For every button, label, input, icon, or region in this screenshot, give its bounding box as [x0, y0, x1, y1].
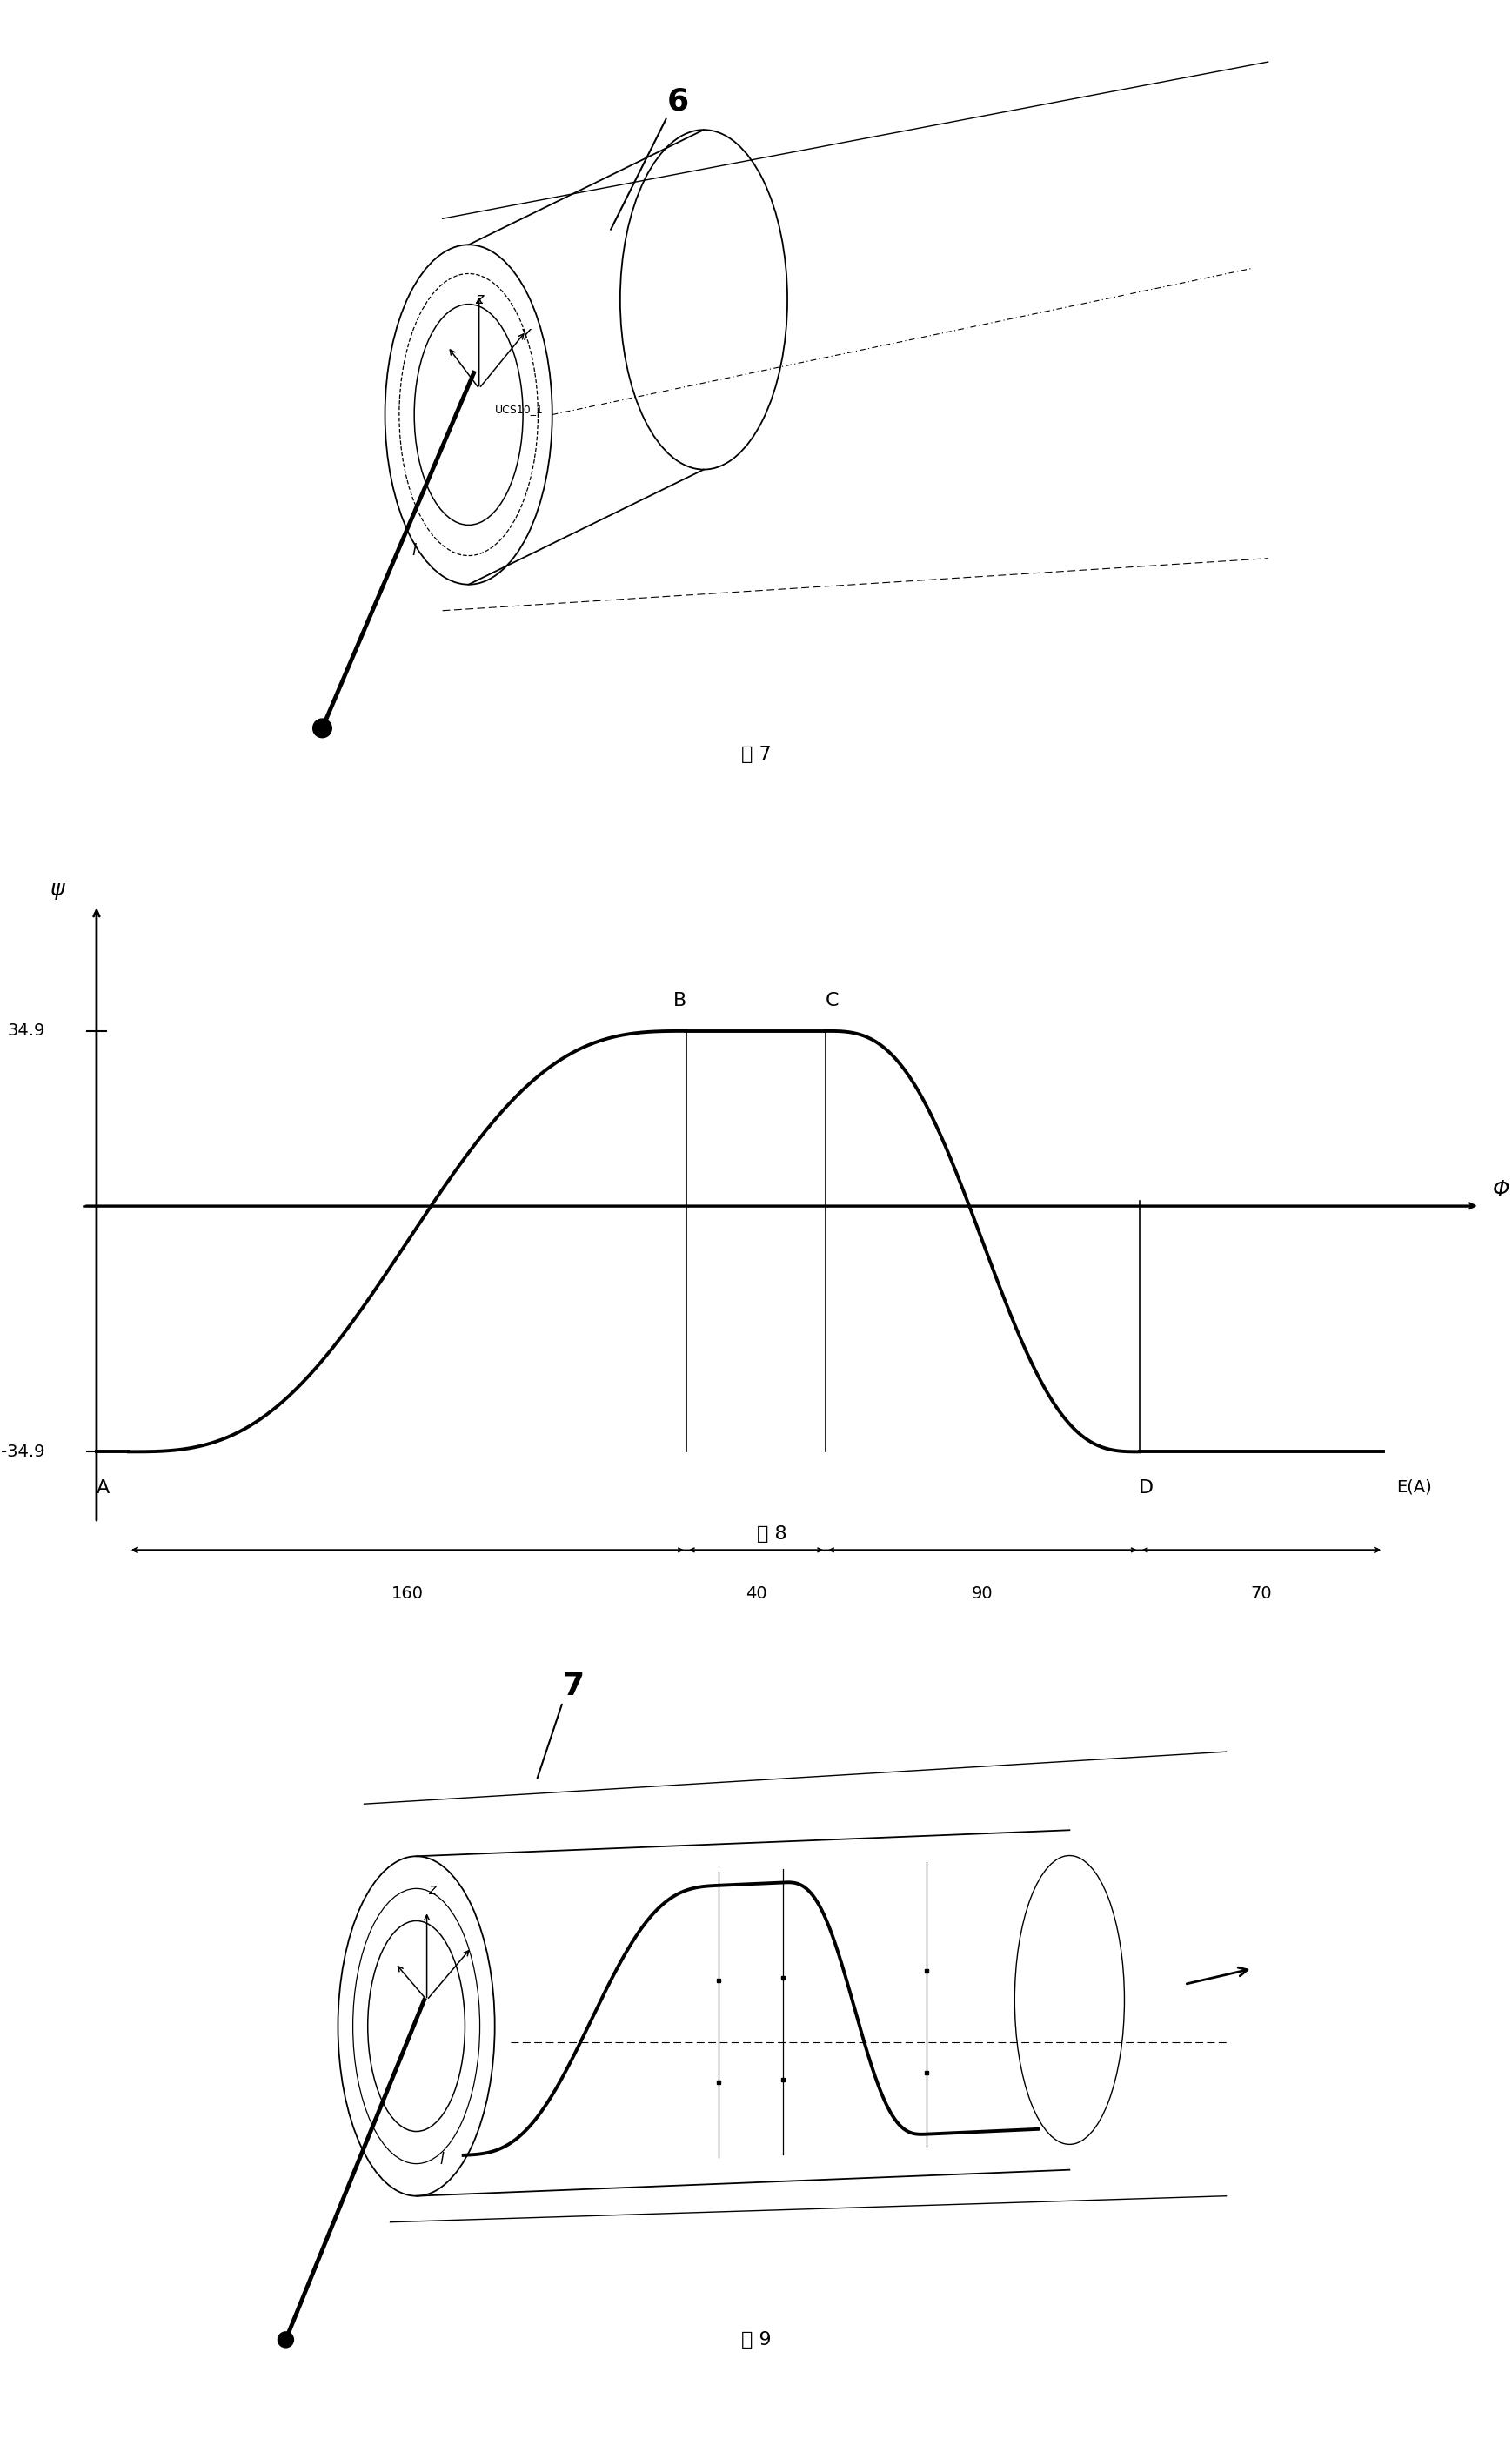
Text: 34.9: 34.9	[8, 1022, 45, 1039]
Text: 160: 160	[392, 1585, 423, 1602]
Text: 70: 70	[1250, 1585, 1272, 1602]
Text: 90: 90	[972, 1585, 993, 1602]
Text: 6: 6	[667, 85, 688, 115]
Text: Y: Y	[522, 329, 531, 344]
Text: ψ: ψ	[51, 878, 65, 900]
Text: E(A): E(A)	[1396, 1478, 1432, 1495]
Text: z: z	[428, 1883, 435, 1898]
Text: l: l	[411, 544, 416, 559]
Circle shape	[313, 720, 331, 737]
Text: D: D	[1139, 1478, 1154, 1498]
Text: B: B	[673, 993, 686, 1010]
Text: UCS10_1: UCS10_1	[494, 405, 543, 415]
Text: C: C	[826, 993, 839, 1010]
Text: 40: 40	[745, 1585, 767, 1602]
Text: -34.9: -34.9	[2, 1444, 45, 1461]
Text: A: A	[97, 1478, 109, 1498]
Text: 7: 7	[562, 1671, 584, 1700]
Circle shape	[278, 2332, 293, 2346]
Text: 图 8: 图 8	[758, 1524, 788, 1541]
Text: l: l	[440, 2151, 445, 2168]
Text: Φ: Φ	[1492, 1178, 1510, 1200]
Text: 图 9: 图 9	[741, 2332, 771, 2349]
Text: z: z	[475, 293, 484, 307]
Text: 图 7: 图 7	[741, 746, 771, 763]
